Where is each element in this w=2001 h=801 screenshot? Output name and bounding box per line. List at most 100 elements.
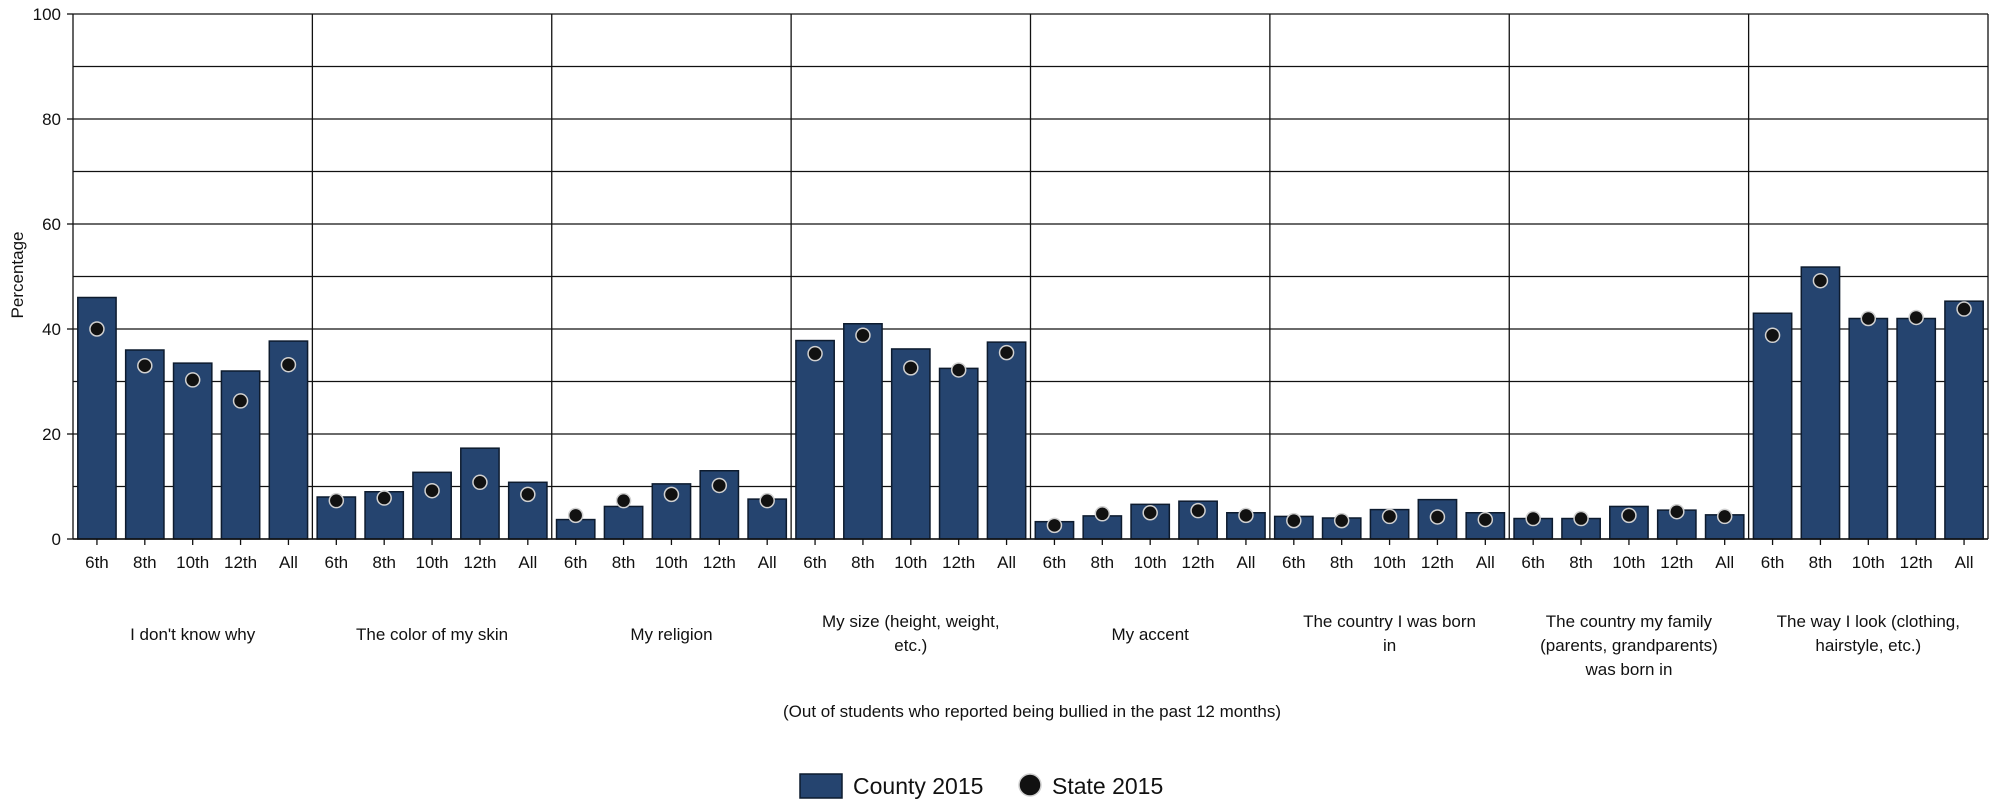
grade-label: 8th: [1330, 553, 1354, 572]
y-tick-label: 20: [42, 425, 61, 444]
bar: [1848, 317, 1889, 540]
dot: [1764, 327, 1781, 344]
dot: [1621, 507, 1637, 524]
labels: 0 20 40 60 80 100 6th 8th 10th 12th All I don't kno…: [33, 5, 1974, 679]
category-label: hairstyle, etc.): [1815, 636, 1921, 655]
grade-label: 10th: [1373, 553, 1406, 572]
category-label: (parents, grandparents): [1540, 636, 1718, 655]
dot: [1860, 310, 1877, 327]
y-tick-label: 80: [42, 110, 61, 129]
grade-label: 10th: [1852, 553, 1885, 572]
grade-label: 6th: [1761, 553, 1785, 572]
dot: [1908, 309, 1924, 326]
dot: [759, 492, 775, 509]
dot: [1286, 512, 1302, 529]
legend-swatch-county: [799, 773, 843, 799]
bar: [1800, 266, 1841, 540]
grade-label: 12th: [1660, 553, 1693, 572]
category-label: The country I was born: [1303, 612, 1476, 631]
gridlines: [72, 13, 1989, 540]
grade-label: All: [518, 553, 537, 572]
grade-label: 10th: [1612, 553, 1645, 572]
dot: [328, 492, 345, 509]
grade-label: 10th: [1134, 553, 1167, 572]
bar: [220, 370, 261, 540]
bar: [986, 341, 1027, 540]
dot: [376, 490, 392, 506]
category-label: I don't know why: [130, 625, 256, 644]
dot: [1525, 510, 1541, 527]
bar: [603, 505, 644, 540]
grade-label: All: [1476, 553, 1495, 572]
grade-label: 12th: [1900, 553, 1933, 572]
grade-label: 12th: [463, 553, 496, 572]
grade-label: 8th: [851, 553, 875, 572]
dot: [663, 486, 680, 503]
bar: [172, 362, 213, 540]
category-label: My size (height, weight,: [822, 612, 1000, 631]
dot: [280, 356, 297, 373]
dot: [711, 477, 728, 494]
category-label: in: [1383, 636, 1396, 655]
grade-label: 6th: [803, 553, 827, 572]
dot: [89, 321, 105, 337]
dot: [567, 507, 584, 524]
grade-label: 12th: [224, 553, 257, 572]
dot: [1573, 510, 1589, 527]
dot: [1333, 512, 1350, 529]
y-tick-label: 60: [42, 215, 61, 234]
category-label: The country my family: [1546, 612, 1713, 631]
dot: [1716, 508, 1733, 525]
legend-marker-state: [1018, 773, 1042, 797]
grade-label: 8th: [133, 553, 157, 572]
axes: [67, 13, 1988, 545]
bar: [1752, 312, 1793, 540]
grade-label: 12th: [1182, 553, 1215, 572]
grade-label: 8th: [372, 553, 396, 572]
dot: [232, 393, 249, 409]
dot: [807, 345, 823, 362]
dot: [184, 372, 201, 388]
grade-label: 8th: [1809, 553, 1833, 572]
grade-label: All: [1236, 553, 1255, 572]
category-label: My accent: [1111, 625, 1189, 644]
grade-label: 8th: [1569, 553, 1593, 572]
dot: [520, 486, 536, 503]
dot: [1477, 511, 1494, 528]
category-label: The color of my skin: [356, 625, 508, 644]
dot: [950, 362, 967, 378]
bar: [890, 348, 931, 540]
grade-label: 8th: [612, 553, 636, 572]
grade-label: All: [758, 553, 777, 572]
grade-label: 6th: [1282, 553, 1306, 572]
grade-label: 6th: [1043, 553, 1067, 572]
dot: [1669, 503, 1685, 520]
dot: [998, 344, 1015, 361]
dot: [1046, 517, 1063, 534]
dot: [1142, 505, 1158, 521]
dot: [1812, 272, 1829, 289]
grade-label: All: [279, 553, 298, 572]
bar: [1944, 300, 1984, 540]
dots: [89, 272, 1972, 534]
category-label: My religion: [630, 625, 712, 644]
legend-label-state: State 2015: [1052, 773, 1163, 799]
grade-label: 6th: [85, 553, 109, 572]
grade-label: All: [1955, 553, 1974, 572]
bars: [77, 266, 1984, 540]
dot: [855, 327, 871, 344]
dot: [1956, 301, 1972, 317]
grade-label: All: [997, 553, 1016, 572]
legend: County 2015 State 2015: [799, 773, 1163, 799]
grade-label: 10th: [416, 553, 449, 572]
y-tick-label: 40: [42, 320, 61, 339]
grade-label: 10th: [894, 553, 927, 572]
category-label: was born in: [1584, 660, 1672, 679]
dot: [1190, 502, 1206, 519]
grade-label: 10th: [655, 553, 688, 572]
x-axis-title: (Out of students who reported being bull…: [783, 702, 1281, 721]
grade-label: All: [1715, 553, 1734, 572]
legend-label-county: County 2015: [853, 773, 983, 799]
y-axis-title: Percentage: [8, 232, 27, 319]
